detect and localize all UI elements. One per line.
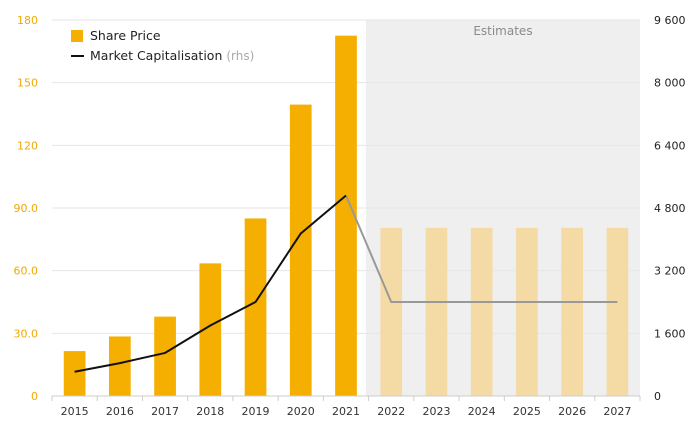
bar-share-price-2026 [561, 227, 584, 396]
legend-swatch-share-price [71, 30, 83, 42]
y-left-tick-label: 150 [17, 77, 38, 90]
bar-share-price-2027 [606, 227, 629, 396]
x-tick-label-2016: 2016 [106, 405, 134, 418]
bar-share-price-2018 [199, 263, 222, 396]
x-tick-label-2021: 2021 [332, 405, 360, 418]
x-tick-label-2018: 2018 [196, 405, 224, 418]
x-tick-label-2022: 2022 [377, 405, 405, 418]
bar-share-price-2021 [335, 35, 357, 397]
bar-share-price-2025 [516, 227, 538, 396]
bar-share-price-2017 [154, 316, 176, 396]
y-left-tick-label: 0 [31, 390, 38, 403]
estimates-label: Estimates [473, 24, 532, 38]
legend: Share Price Market Capitalisation (rhs) [71, 28, 254, 63]
x-tick-label-2015: 2015 [61, 405, 89, 418]
y-left-tick-label: 60.0 [14, 265, 39, 278]
bar-share-price-2023 [425, 227, 448, 396]
x-tick-label-2023: 2023 [422, 405, 450, 418]
y-left-tick-label: 30.0 [14, 327, 39, 340]
y-left-tick-label: 90.0 [14, 202, 39, 215]
legend-market-cap-suffix: (rhs) [226, 49, 254, 63]
market-cap-line-estimates [345, 195, 618, 303]
y-right-tick-label: 9 600 [654, 14, 686, 27]
y-right-tick-label: 0 [654, 390, 661, 403]
y-right-tick-label: 6 400 [654, 139, 686, 152]
bar-share-price-2015 [63, 351, 86, 396]
bar-share-price-2016 [108, 336, 131, 396]
bar-share-price-2019 [244, 218, 267, 396]
x-tick-label-2020: 2020 [287, 405, 315, 418]
share-price-bars [63, 35, 629, 397]
bar-share-price-2024 [470, 227, 493, 396]
x-tick-label-2024: 2024 [468, 405, 496, 418]
market-cap-line-historical [74, 194, 347, 373]
axes: 2015 2016 2017 2018 2019 2020 2021 2022 2023 2024… [14, 14, 686, 418]
x-tick-label-2017: 2017 [151, 405, 179, 418]
y-right-tick-label: 4 800 [654, 202, 686, 215]
legend-label-market-cap: Market Capitalisation (rhs) [90, 48, 254, 63]
x-tick-label-2027: 2027 [603, 405, 631, 418]
y-left-tick-label: 180 [17, 14, 38, 27]
y-right-tick-label: 8 000 [654, 77, 686, 90]
x-tick-label-2025: 2025 [513, 405, 541, 418]
market-cap-line [74, 194, 618, 373]
legend-label-share-price: Share Price [90, 28, 161, 43]
bar-share-price-2022 [380, 227, 403, 396]
legend-market-cap-name: Market Capitalisation [90, 48, 222, 63]
y-right-tick-label: 1 600 [654, 327, 686, 340]
y-left-tick-label: 120 [17, 139, 38, 152]
y-right-tick-label: 3 200 [654, 265, 686, 278]
bar-share-price-2020 [289, 104, 312, 396]
x-tick-label-2026: 2026 [558, 405, 586, 418]
x-tick-label-2019: 2019 [242, 405, 270, 418]
